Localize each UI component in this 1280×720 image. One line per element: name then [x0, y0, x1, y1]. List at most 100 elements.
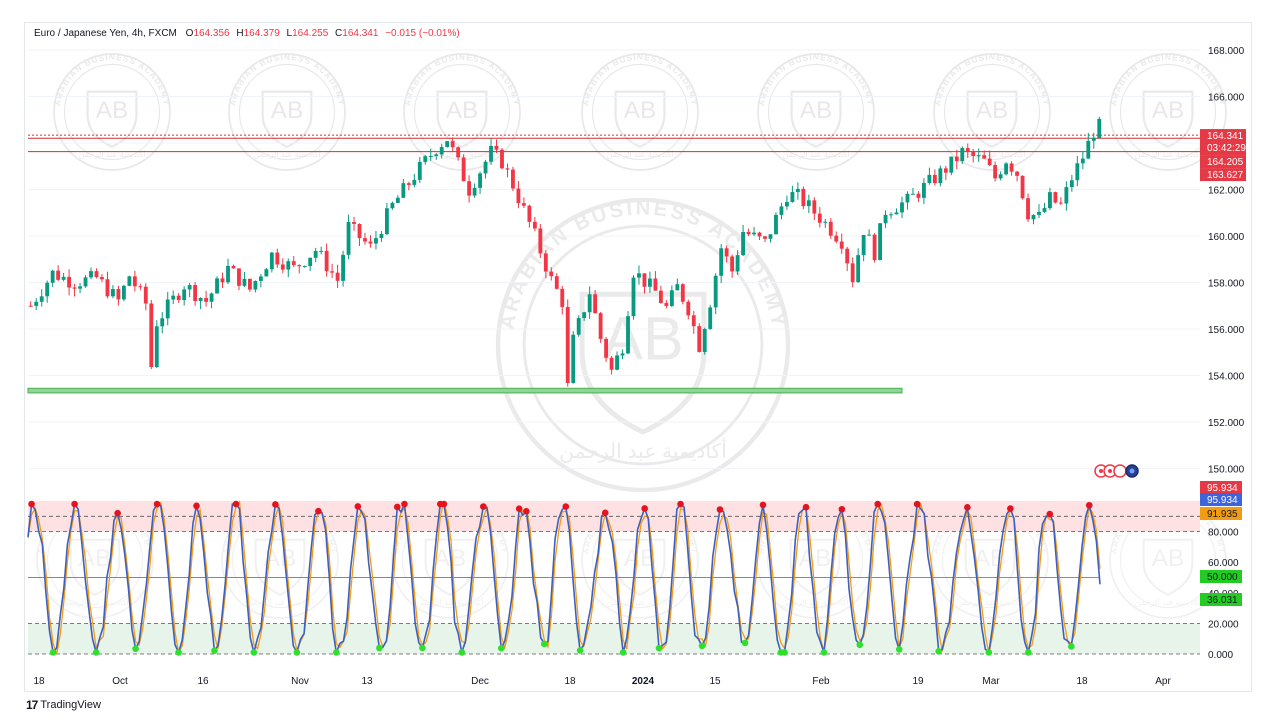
shield-icon — [86, 90, 138, 148]
candle-body — [357, 223, 362, 239]
price-level-tag — [1200, 129, 1246, 156]
watermark-ring — [757, 53, 875, 171]
watermark-ring-inner — [238, 63, 336, 161]
candle-body — [768, 234, 773, 239]
candle-body — [417, 161, 422, 180]
candle-body — [779, 206, 784, 215]
candle-body — [28, 305, 33, 307]
oversold-signal-dot — [1068, 643, 1075, 650]
brand-name: TradingView — [40, 699, 101, 711]
candle-body — [379, 233, 384, 239]
price-level-value: 164.341 — [1207, 131, 1244, 142]
overbought-signal-dot — [232, 500, 240, 508]
candle-body — [242, 278, 247, 286]
candle-body — [406, 183, 411, 185]
candle-body — [215, 278, 219, 294]
overbought-signal-dot — [677, 500, 684, 508]
overbought-signal-dot — [272, 501, 279, 508]
watermark-arabic: أكاديمية عبد الرحمن — [958, 149, 1025, 159]
oversold-signal-dot — [92, 649, 100, 656]
stochastic-value-tag — [1200, 593, 1242, 606]
watermark-arabic: أكاديمية عبد الرحمن — [606, 149, 673, 159]
candle-body — [297, 265, 302, 267]
candle-body — [182, 289, 187, 301]
chart-legend: Euro / Japanese Yen, 4h, FXCM O164.356 H… — [34, 28, 460, 39]
candle-body — [823, 221, 828, 223]
overbought-signal-dot — [315, 507, 322, 515]
candle-body — [467, 181, 472, 196]
oversold-signal-dot — [820, 649, 828, 656]
alert-icon-3[interactable] — [1113, 464, 1127, 478]
shield-icon — [1142, 538, 1194, 596]
candle-body — [384, 208, 389, 234]
time-axis[interactable]: 18 Oct 16 Nov 13 Dec 18 2024 15 Feb 19 Mar 18 Apr — [33, 676, 1171, 687]
watermark-initials: AB — [602, 305, 683, 373]
oversold-zone — [28, 623, 1200, 654]
support-zone[interactable] — [27, 387, 903, 394]
candle-body — [538, 228, 543, 254]
candle-body — [976, 155, 981, 157]
oversold-signal-dot — [1024, 649, 1032, 656]
price-tick-label: 166.000 — [1208, 93, 1245, 104]
candle-body — [724, 248, 729, 257]
candle-body — [395, 197, 400, 203]
oversold-signal-dot — [458, 649, 466, 656]
candle-body — [264, 269, 269, 277]
time-tick-label: 2024 — [632, 676, 655, 687]
shield-icon — [614, 90, 666, 148]
overbought-signal-dot — [354, 503, 362, 510]
candle-body — [878, 223, 882, 261]
shield-icon — [261, 90, 313, 148]
candle-body — [993, 165, 998, 179]
candle-body — [308, 257, 313, 267]
candle-body — [83, 277, 88, 287]
candle-body — [587, 294, 592, 313]
time-tick-label: 16 — [197, 676, 209, 687]
candle-body — [812, 200, 817, 214]
overbought-signal-dot — [964, 504, 971, 511]
symbol-title[interactable]: Euro / Japanese Yen, 4h, FXCM — [34, 28, 177, 39]
candle-body — [549, 271, 554, 277]
stochastic-tick-label: 20.000 — [1208, 619, 1239, 630]
watermark-arabic: أكاديمية عبد الرحمن — [782, 149, 849, 159]
candle-body — [582, 312, 587, 319]
watermark-initials: AB — [96, 97, 129, 124]
candle-body — [237, 268, 241, 286]
candle-body — [675, 284, 680, 291]
candle-body — [620, 353, 625, 356]
candle-body — [1042, 208, 1047, 212]
candle-body — [752, 232, 756, 235]
candle-body — [89, 271, 93, 278]
candle-body — [324, 250, 329, 272]
candle-body — [615, 355, 619, 370]
stochastic-value: 36.031 — [1207, 595, 1238, 606]
candle-body — [604, 338, 609, 358]
time-tick-label: Apr — [1155, 676, 1171, 687]
candle-body — [1069, 180, 1074, 188]
shield-icon — [579, 291, 707, 435]
price-tick-label: 152.000 — [1208, 418, 1245, 429]
overbought-signal-dot — [114, 509, 121, 517]
watermark-arabic: أكاديمية عبد الرحمن — [416, 597, 483, 607]
overbought-signal-dot — [401, 500, 408, 508]
candle-body — [576, 318, 581, 335]
candle-body — [790, 192, 795, 203]
oversold-signal-dot — [333, 649, 340, 656]
candle-body — [828, 221, 833, 236]
candle-body — [861, 234, 866, 256]
overbought-signal-dot — [1007, 505, 1014, 512]
candle-body — [1075, 163, 1080, 181]
candle-body — [313, 250, 318, 258]
candle-body — [653, 278, 658, 291]
candle-body — [883, 214, 888, 224]
indicator-controls[interactable] — [1094, 464, 1139, 478]
oversold-signal-dot — [781, 649, 788, 656]
watermark-arabic: أكاديمية عبد الرحمن — [1134, 597, 1201, 607]
oversold-signal-dot — [856, 641, 864, 649]
tradingview-brand[interactable]: 17 TradingView — [26, 698, 101, 712]
candle-body — [121, 285, 126, 300]
high-label: H — [236, 28, 244, 39]
oversold-signal-dot — [497, 644, 505, 652]
